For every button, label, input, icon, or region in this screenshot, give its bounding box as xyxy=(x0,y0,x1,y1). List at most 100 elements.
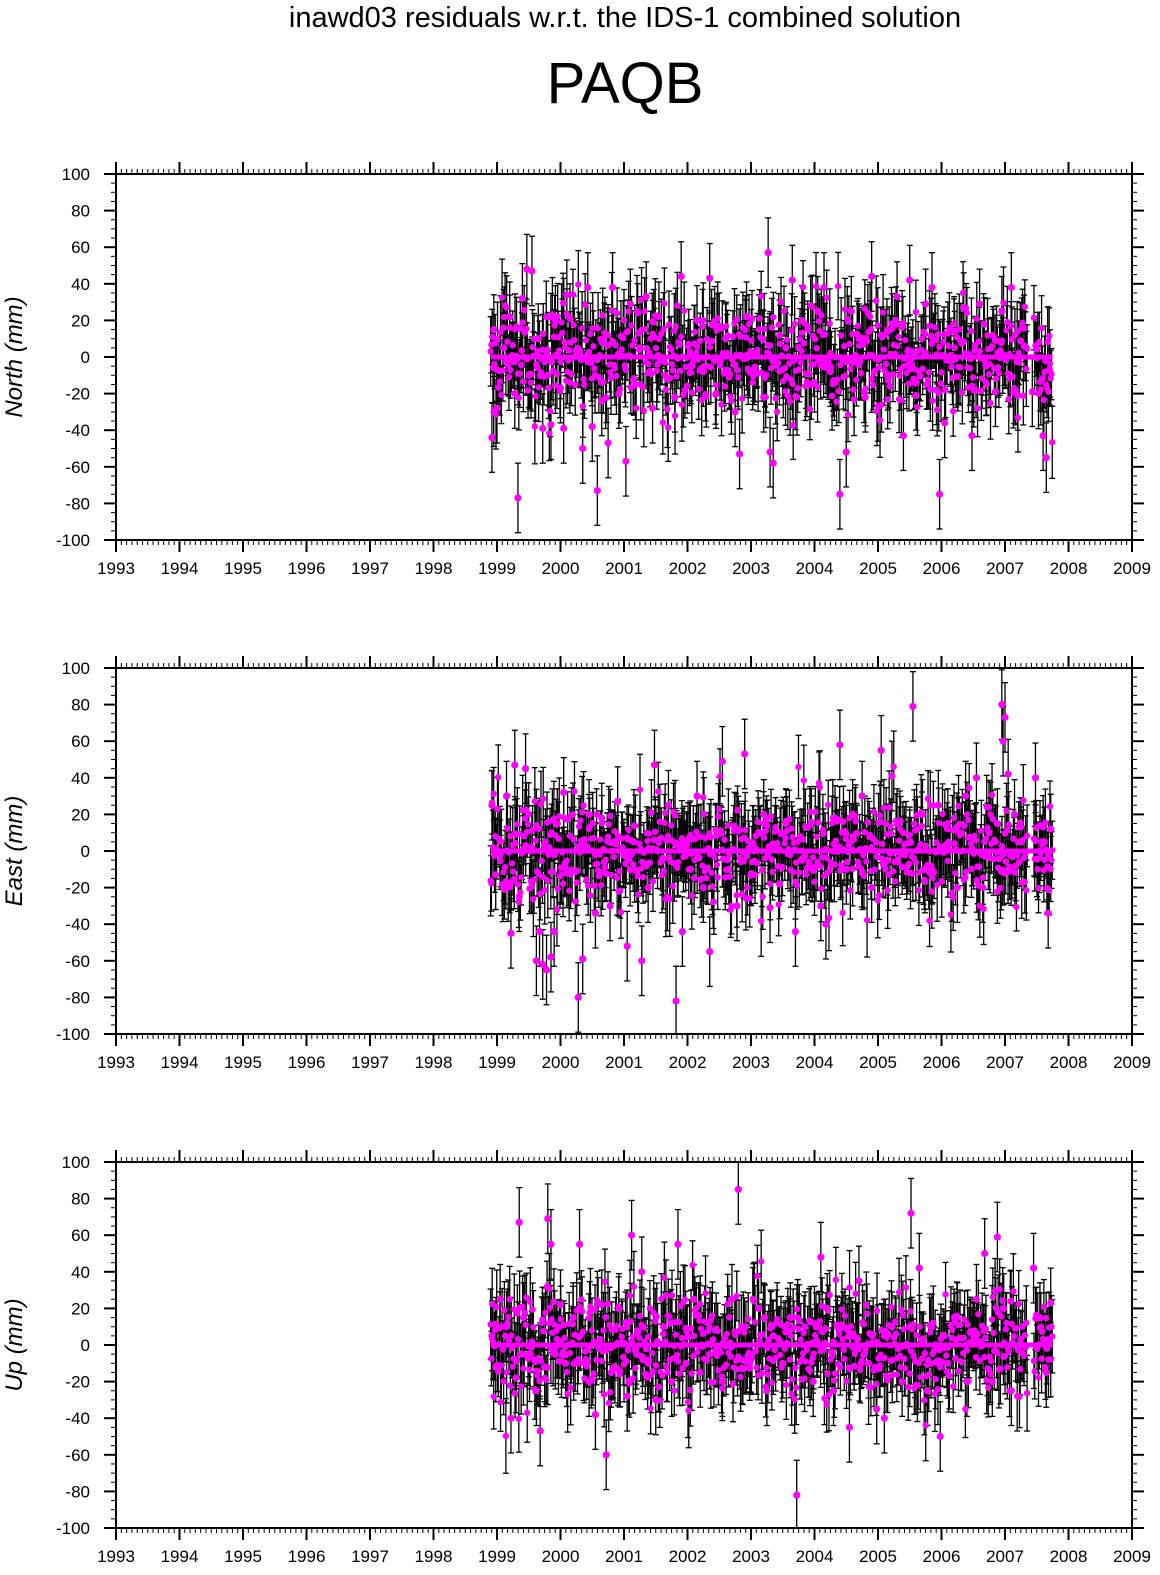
data-point xyxy=(518,294,527,303)
data-point xyxy=(922,300,930,308)
y-tick-label: 40 xyxy=(71,769,90,788)
data-point xyxy=(517,325,524,332)
data-point xyxy=(978,387,985,394)
data-point xyxy=(855,335,863,343)
data-point xyxy=(490,325,498,334)
data-point xyxy=(772,395,779,402)
data-point xyxy=(528,267,536,275)
data-point xyxy=(652,344,660,352)
data-point xyxy=(942,387,949,394)
data-point xyxy=(661,371,669,379)
data-point xyxy=(581,301,589,309)
data-point xyxy=(560,299,568,307)
data-point xyxy=(908,361,916,368)
y-tick-label: 60 xyxy=(71,238,90,257)
data-point xyxy=(973,315,981,323)
data-point xyxy=(615,390,623,398)
data-point xyxy=(595,373,603,381)
data-point xyxy=(653,367,660,375)
data-point xyxy=(712,390,720,398)
data-point xyxy=(1007,283,1015,292)
data-point xyxy=(680,307,688,314)
figure-title: inawd03 residuals w.r.t. the IDS-1 combi… xyxy=(288,2,962,34)
data-point xyxy=(766,448,774,456)
data-point xyxy=(607,374,615,382)
data-point xyxy=(691,328,699,336)
data-point xyxy=(778,352,785,359)
data-point xyxy=(494,335,501,343)
data-point xyxy=(995,369,1003,377)
data-point xyxy=(619,352,626,360)
data-point xyxy=(847,365,854,373)
data-point xyxy=(1037,386,1045,393)
data-point xyxy=(861,393,869,401)
data-point xyxy=(834,376,841,383)
data-point xyxy=(658,353,666,361)
data-point xyxy=(805,326,812,334)
data-point xyxy=(488,333,496,341)
data-point xyxy=(572,381,579,388)
data-point xyxy=(575,281,582,288)
data-point xyxy=(901,336,909,344)
data-point xyxy=(579,403,587,410)
data-layer xyxy=(487,669,1056,1034)
data-point xyxy=(1020,325,1028,332)
data-point xyxy=(837,332,845,339)
data-point xyxy=(613,310,621,317)
data-point xyxy=(833,398,840,405)
data-point xyxy=(933,406,941,414)
data-point xyxy=(747,347,754,355)
data-point xyxy=(729,333,737,341)
data-point xyxy=(697,337,704,344)
data-point xyxy=(668,346,675,353)
data-point xyxy=(922,349,929,356)
data-point xyxy=(550,333,558,341)
data-point xyxy=(1045,366,1054,374)
data-point xyxy=(820,283,828,292)
x-tick-label: 1996 xyxy=(288,559,326,578)
data-point xyxy=(768,324,776,331)
data-point xyxy=(695,385,702,393)
data-point xyxy=(717,357,724,365)
data-point xyxy=(987,399,994,407)
y-tick-label: 0 xyxy=(81,348,90,367)
data-point xyxy=(912,391,920,400)
data-point xyxy=(741,326,749,334)
data-point xyxy=(968,327,975,335)
data-point xyxy=(800,340,808,347)
data-point xyxy=(959,389,966,396)
data-point xyxy=(963,309,971,317)
data-point xyxy=(994,363,1002,371)
data-point xyxy=(780,307,788,315)
data-point xyxy=(876,417,884,424)
data-point xyxy=(985,370,993,378)
data-point xyxy=(862,385,869,392)
data-point xyxy=(976,348,984,355)
x-tick-label: 2001 xyxy=(605,559,643,578)
x-tick-label: 1998 xyxy=(415,1053,453,1072)
data-point xyxy=(618,346,625,353)
data-point xyxy=(849,330,856,338)
data-point xyxy=(988,343,996,350)
data-point xyxy=(677,333,685,340)
data-point xyxy=(814,383,821,391)
data-point xyxy=(960,303,968,312)
x-tick-label: 2007 xyxy=(986,559,1024,578)
data-point xyxy=(967,355,974,363)
data-point xyxy=(706,344,714,351)
data-point xyxy=(889,371,897,378)
data-point xyxy=(745,320,753,328)
data-point xyxy=(790,357,798,364)
data-point xyxy=(892,350,899,358)
data-point xyxy=(761,325,768,333)
data-point xyxy=(1013,328,1021,335)
data-point xyxy=(532,393,539,400)
y-tick-label: -100 xyxy=(56,1025,90,1044)
data-point xyxy=(850,396,858,403)
data-point xyxy=(648,370,655,378)
data-point xyxy=(706,274,714,282)
data-point xyxy=(511,390,519,398)
data-point xyxy=(908,355,915,363)
data-point xyxy=(626,300,634,308)
data-point xyxy=(841,342,848,350)
